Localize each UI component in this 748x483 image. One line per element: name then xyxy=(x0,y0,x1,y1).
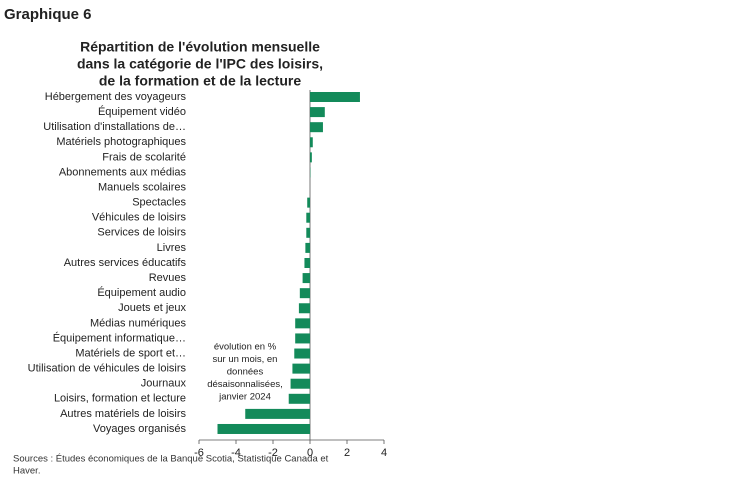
bar xyxy=(310,137,313,148)
annotation: données xyxy=(227,367,264,378)
y-tick-label: Journaux xyxy=(141,378,187,390)
bar xyxy=(295,318,310,329)
bar xyxy=(290,378,310,389)
y-tick-label: Abonnements aux médias xyxy=(59,166,187,178)
bar xyxy=(305,242,310,253)
y-tick-label: Autres matériels de loisirs xyxy=(60,408,186,420)
bar xyxy=(310,152,312,163)
y-tick-label: Équipement audio xyxy=(97,286,186,299)
source: Haver. xyxy=(13,466,40,477)
y-tick-label: Utilisation de véhicules de loisirs xyxy=(28,363,187,375)
x-tick-label: -2 xyxy=(268,447,278,459)
chart-title: de la formation et de la lecture xyxy=(99,73,301,89)
y-tick-label: Autres services éducatifs xyxy=(64,257,187,269)
source: Sources : Études économiques de la Banqu… xyxy=(13,454,329,465)
header: Graphique 6 xyxy=(4,6,92,23)
x-tick-label: 4 xyxy=(381,447,387,459)
annotation: désaisonnalisées, xyxy=(207,379,283,390)
bar xyxy=(310,122,323,133)
chart-title: Répartition de l'évolution mensuelle xyxy=(80,39,320,55)
y-tick-label: Revues xyxy=(149,272,187,284)
bar xyxy=(245,408,310,419)
chart-title: dans la catégorie de l'IPC des loisirs, xyxy=(77,56,323,72)
y-tick-label: Services de loisirs xyxy=(97,227,186,239)
bar xyxy=(299,288,310,299)
y-tick-label: Médias numériques xyxy=(90,317,186,329)
y-tick-label: Utilisation d'installations de… xyxy=(43,121,186,133)
x-tick-label: -4 xyxy=(231,447,241,459)
bar xyxy=(304,257,310,268)
bar xyxy=(217,423,310,434)
annotation: sur un mois, en xyxy=(213,354,278,365)
bar xyxy=(306,227,310,238)
annotation: évolution en % xyxy=(214,342,277,353)
bar xyxy=(310,107,325,118)
y-tick-label: Matériels de sport et… xyxy=(75,347,186,359)
bar xyxy=(288,393,310,404)
bar xyxy=(298,303,310,314)
bar xyxy=(295,333,310,344)
x-tick-label: -6 xyxy=(194,447,204,459)
y-tick-label: Manuels scolaires xyxy=(98,181,187,193)
bar xyxy=(306,212,310,223)
y-tick-label: Jouets et jeux xyxy=(118,302,186,314)
bar xyxy=(310,92,360,102)
x-tick-label: 0 xyxy=(307,447,313,459)
bar xyxy=(307,197,310,208)
y-tick-label: Spectacles xyxy=(132,197,186,209)
x-tick-label: 2 xyxy=(344,447,350,459)
y-tick-label: Équipement vidéo xyxy=(98,105,186,118)
bar xyxy=(294,348,310,359)
y-tick-label: Voyages organisés xyxy=(93,423,186,435)
y-tick-label: Frais de scolarité xyxy=(102,151,186,163)
y-tick-label: Loisirs, formation et lecture xyxy=(54,393,186,405)
y-tick-label: Véhicules de loisirs xyxy=(92,212,187,224)
y-tick-label: Hébergement des voyageurs xyxy=(45,91,187,103)
annotation: janvier 2024 xyxy=(218,392,271,403)
y-tick-label: Matériels photographiques xyxy=(56,136,186,148)
bar xyxy=(292,363,310,374)
bar xyxy=(302,273,310,284)
y-tick-label: Équipement informatique… xyxy=(53,331,186,344)
y-tick-label: Livres xyxy=(157,242,187,254)
